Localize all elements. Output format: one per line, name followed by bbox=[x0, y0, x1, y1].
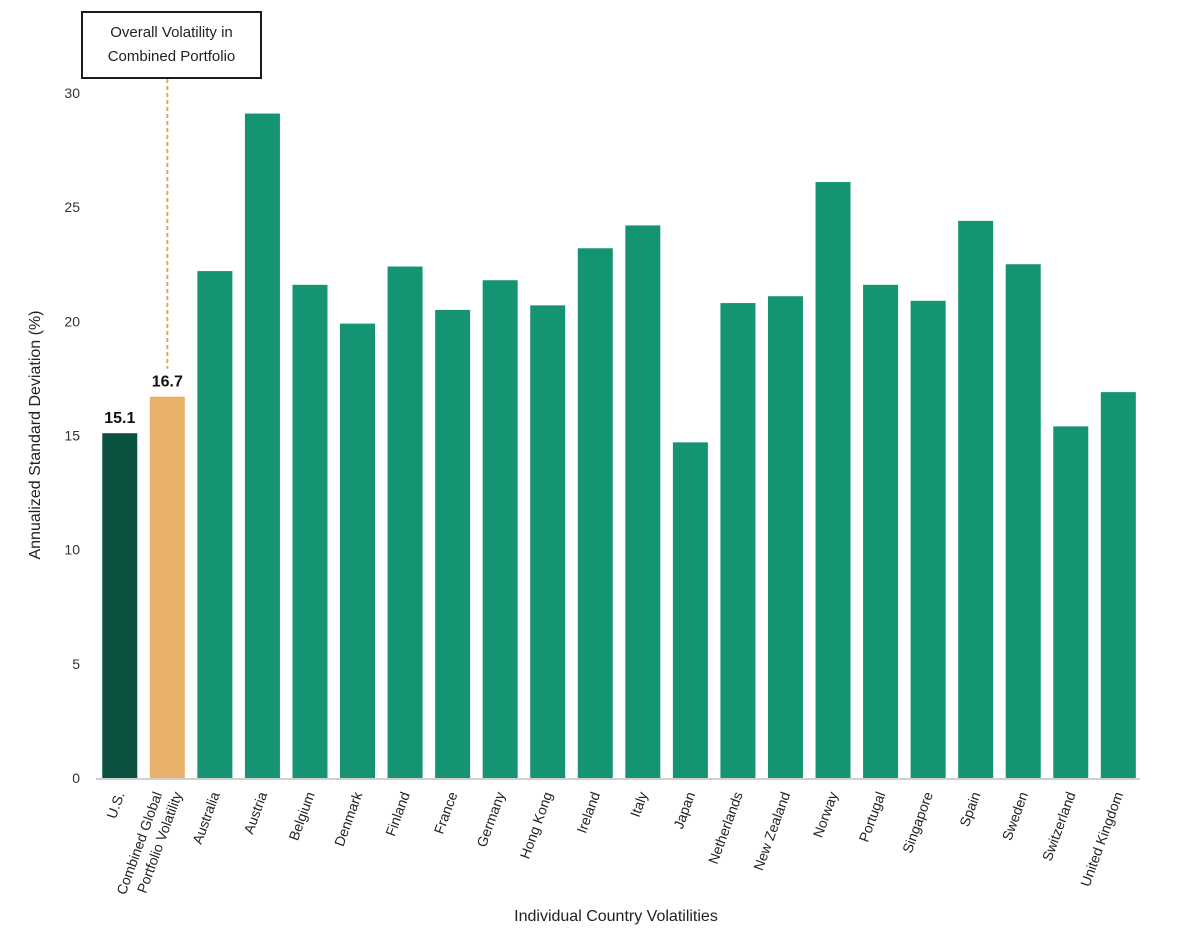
y-tick-label: 5 bbox=[72, 656, 80, 672]
y-axis-title: Annualized Standard Deviation (%) bbox=[27, 310, 44, 559]
x-tick-label: France bbox=[431, 789, 461, 836]
x-tick-label: Italy bbox=[627, 790, 651, 820]
bar bbox=[1100, 392, 1136, 778]
x-tick-label: Switzerland bbox=[1039, 790, 1079, 863]
x-tick-label: U.S. bbox=[103, 790, 127, 821]
bar bbox=[672, 442, 708, 778]
data-label: 15.1 bbox=[104, 410, 135, 427]
x-tick-label: Austria bbox=[240, 789, 270, 836]
bar bbox=[197, 271, 233, 778]
y-tick-label: 30 bbox=[64, 85, 80, 101]
data-labels: 15.1 16.7 bbox=[104, 374, 183, 428]
bar bbox=[1053, 426, 1089, 778]
y-tick-label: 10 bbox=[64, 542, 80, 558]
x-tick-label: Germany bbox=[473, 790, 508, 850]
bar bbox=[435, 309, 471, 778]
x-tick-label: Singapore bbox=[899, 789, 936, 855]
x-tick-label: Sweden bbox=[999, 790, 1031, 843]
bars bbox=[102, 113, 1136, 779]
x-tick-label: Australia bbox=[189, 789, 223, 846]
x-axis-title: Individual Country Volatilities bbox=[514, 908, 718, 925]
data-label: 16.7 bbox=[152, 374, 183, 391]
bar bbox=[815, 182, 851, 779]
x-tick-label: New Zealand bbox=[750, 790, 793, 873]
x-tick-label: Hong Kong bbox=[517, 790, 556, 861]
x-tick-label: Belgium bbox=[285, 790, 317, 843]
bar bbox=[102, 433, 138, 778]
bar bbox=[767, 296, 803, 778]
x-tick-label: Netherlands bbox=[705, 790, 746, 866]
bar bbox=[910, 300, 946, 778]
x-tick-label: Finland bbox=[382, 790, 413, 839]
bar bbox=[625, 225, 661, 778]
bar bbox=[530, 305, 566, 778]
bar bbox=[149, 396, 185, 778]
x-tick-label: Denmark bbox=[331, 789, 366, 849]
bar bbox=[482, 280, 518, 778]
x-tick-label: Norway bbox=[810, 790, 841, 840]
bar bbox=[244, 113, 280, 779]
callout-box: Overall Volatility in Combined Portfolio bbox=[81, 11, 262, 79]
y-tick-label: 15 bbox=[64, 428, 80, 444]
bar bbox=[863, 284, 899, 778]
bar bbox=[292, 284, 328, 778]
bar bbox=[1005, 264, 1041, 778]
x-tick-label: Japan bbox=[670, 790, 698, 831]
y-tick-label: 20 bbox=[64, 313, 80, 329]
bar bbox=[958, 220, 994, 778]
y-axis-ticks: 0 5 10 15 20 25 30 bbox=[64, 85, 80, 786]
x-tick-label: Portugal bbox=[856, 790, 889, 844]
x-tick-label: Ireland bbox=[573, 790, 603, 836]
bar bbox=[720, 303, 756, 778]
bar bbox=[577, 248, 613, 778]
y-tick-label: 25 bbox=[64, 199, 80, 215]
callout-text: Overall Volatility in Combined Portfolio bbox=[107, 24, 236, 65]
y-tick-label: 0 bbox=[72, 770, 80, 786]
bar bbox=[340, 323, 376, 778]
x-tick-label: United Kingdom bbox=[1077, 790, 1126, 889]
bar bbox=[387, 266, 423, 778]
x-tick-label: Spain bbox=[956, 790, 983, 829]
